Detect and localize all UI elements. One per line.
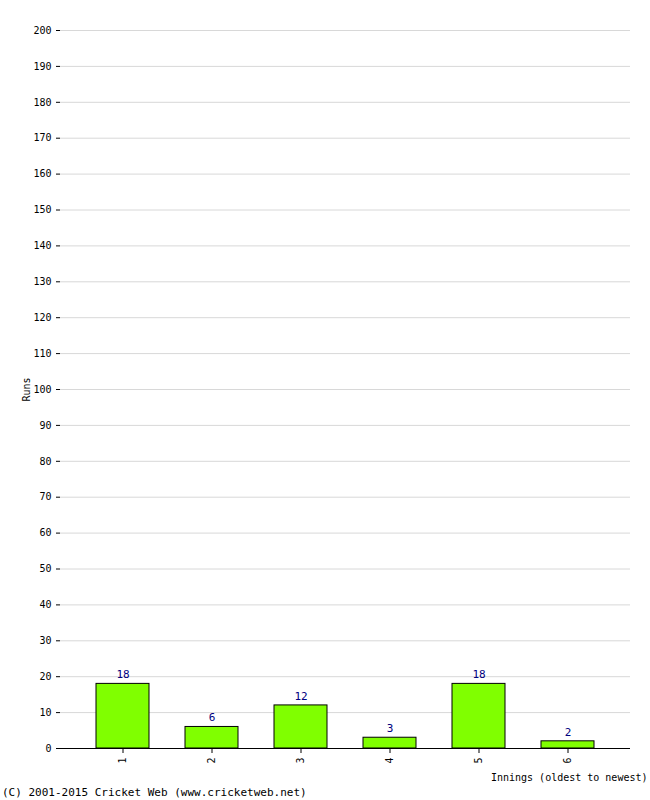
svg-text:2: 2 — [206, 758, 217, 764]
html-text:(C) 2001-2015 Cricket Web (www: (C) 2001-2015 Cricket Web (www.cricketwe… — [2, 786, 307, 799]
svg-text:130: 130 — [33, 276, 51, 287]
svg-text:50: 50 — [39, 563, 51, 574]
svg-text:3: 3 — [295, 758, 306, 764]
svg-text:4: 4 — [384, 758, 395, 764]
svg-text:20: 20 — [39, 671, 51, 682]
svg-text:10: 10 — [39, 707, 51, 718]
svg-text:150: 150 — [33, 204, 51, 215]
svg-text:18: 18 — [472, 668, 485, 681]
svg-text:170: 170 — [33, 132, 51, 143]
svg-text:3: 3 — [387, 722, 394, 735]
svg-text:70: 70 — [39, 491, 51, 502]
svg-text:100: 100 — [33, 384, 51, 395]
svg-text:Runs: Runs — [21, 377, 32, 401]
svg-text:90: 90 — [39, 420, 51, 431]
svg-text:200: 200 — [33, 25, 51, 36]
svg-text:30: 30 — [39, 635, 51, 646]
svg-text:140: 140 — [33, 240, 51, 251]
svg-text:0: 0 — [45, 743, 51, 754]
svg-text:40: 40 — [39, 599, 51, 610]
svg-text:6: 6 — [562, 758, 573, 764]
svg-text:2: 2 — [565, 726, 572, 739]
svg-text:5: 5 — [473, 758, 484, 764]
svg-text:160: 160 — [33, 168, 51, 179]
svg-text:180: 180 — [33, 97, 51, 108]
svg-text:6: 6 — [209, 711, 216, 724]
svg-text:110: 110 — [33, 348, 51, 359]
svg-text:120: 120 — [33, 312, 51, 323]
svg-text:60: 60 — [39, 527, 51, 538]
svg-text:Innings (oldest to newest): Innings (oldest to newest) — [491, 772, 648, 783]
svg-text:1: 1 — [117, 758, 128, 764]
svg-text:12: 12 — [294, 690, 307, 703]
svg-text:190: 190 — [33, 61, 51, 72]
svg-text:80: 80 — [39, 456, 51, 467]
svg-text:18: 18 — [116, 668, 129, 681]
